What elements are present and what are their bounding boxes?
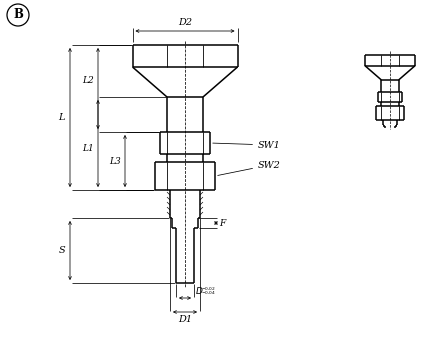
Text: L2: L2: [82, 76, 94, 85]
Text: L: L: [58, 113, 65, 122]
Text: SW1: SW1: [213, 141, 281, 149]
Text: SW2: SW2: [218, 160, 281, 175]
Text: F: F: [219, 218, 225, 228]
Text: $^{-0{,}02}_{-0{,}04}$: $^{-0{,}02}_{-0{,}04}$: [201, 285, 216, 296]
Text: $D$: $D$: [195, 285, 204, 296]
Text: L1: L1: [82, 144, 94, 153]
Text: S: S: [58, 246, 65, 255]
Text: L3: L3: [109, 157, 121, 165]
Text: D1: D1: [178, 315, 192, 324]
Text: D2: D2: [178, 18, 192, 27]
Text: B: B: [13, 9, 23, 22]
